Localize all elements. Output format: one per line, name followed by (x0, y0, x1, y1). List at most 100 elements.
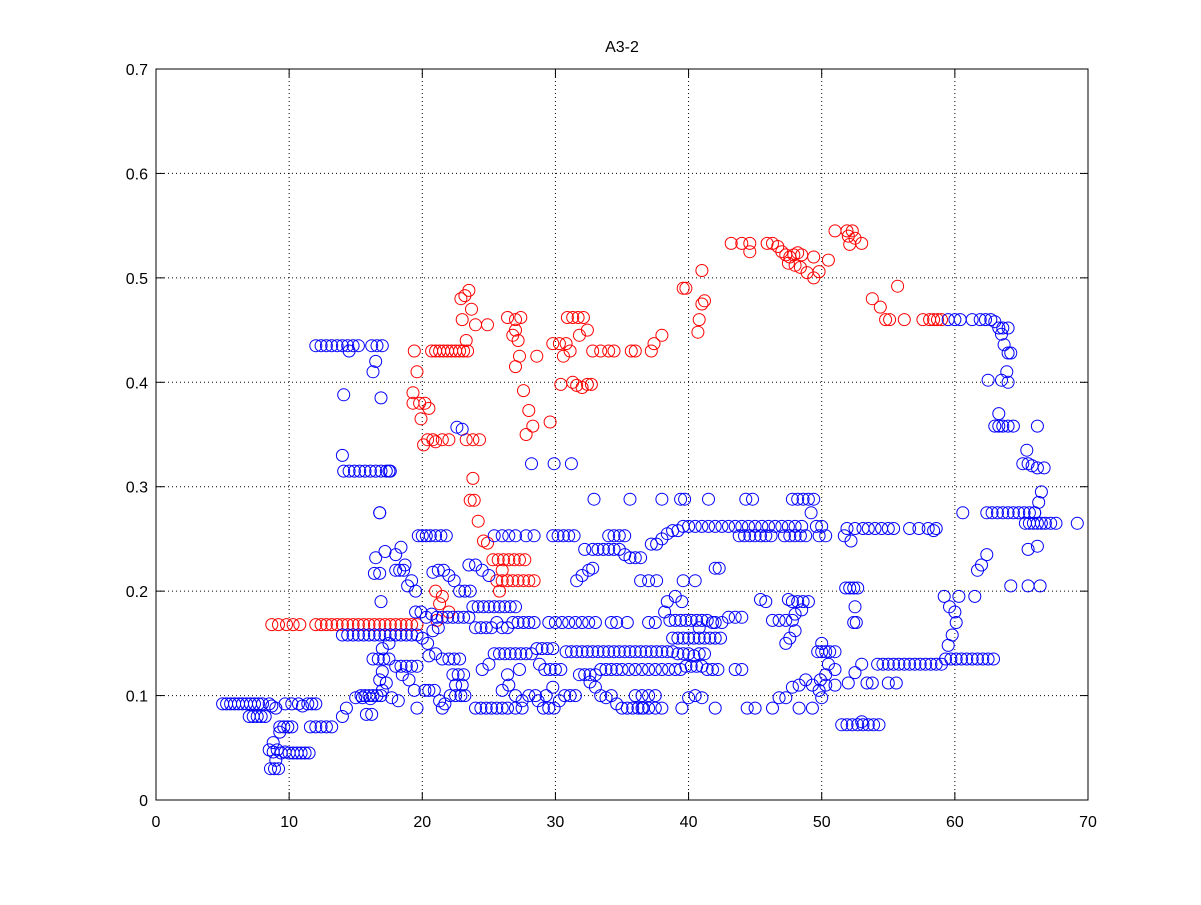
data-point (357, 618, 371, 632)
data-point (363, 464, 377, 478)
data-point (692, 631, 706, 645)
data-point (442, 652, 456, 666)
data-point (620, 701, 634, 715)
data-point (788, 529, 802, 543)
data-point (415, 529, 429, 543)
data-point (382, 464, 396, 478)
data-point (501, 574, 514, 588)
data-point (647, 337, 661, 351)
data-point (449, 689, 463, 703)
data-point (442, 433, 456, 447)
data-point (945, 628, 959, 642)
data-point (772, 691, 786, 705)
data-point (687, 649, 701, 663)
data-point (868, 522, 882, 535)
data-point (1070, 516, 1084, 530)
data-point (792, 701, 806, 715)
data-point (342, 464, 356, 478)
data-point (278, 697, 292, 711)
data-point (419, 529, 433, 543)
data-point (587, 492, 601, 506)
data-point (795, 519, 809, 533)
data-point (369, 551, 383, 565)
data-point (610, 616, 624, 629)
data-point (477, 600, 490, 614)
data-point (446, 668, 460, 682)
grid-lines (156, 69, 1088, 800)
data-point (801, 492, 815, 506)
data-point (903, 657, 917, 671)
data-point (409, 584, 423, 598)
data-point (871, 657, 885, 671)
data-point (503, 600, 517, 614)
data-point (469, 701, 482, 715)
data-point (296, 699, 309, 713)
data-point (493, 584, 506, 598)
data-point (447, 574, 461, 588)
data-point (330, 618, 344, 632)
data-point (551, 529, 565, 543)
data-point (268, 762, 281, 776)
data-point (373, 628, 387, 642)
data-point (607, 645, 621, 659)
data-point (1004, 346, 1018, 360)
data-point (635, 701, 649, 715)
data-point (571, 311, 585, 324)
data-point (582, 616, 596, 629)
data-point (466, 433, 480, 447)
data-point (596, 645, 610, 659)
data-point (584, 377, 598, 391)
axes-box (155, 68, 1089, 801)
data-point (314, 339, 328, 353)
data-point (394, 628, 408, 642)
data-point (552, 337, 566, 351)
data-point (799, 673, 813, 687)
data-point (325, 618, 339, 632)
data-point (435, 701, 449, 715)
data-point (855, 715, 869, 729)
data-point (379, 676, 393, 690)
data-point (779, 636, 793, 650)
data-point (851, 718, 865, 732)
data-point (755, 519, 769, 533)
data-point (286, 618, 300, 632)
data-point (929, 522, 943, 535)
data-point (335, 628, 349, 642)
data-point (363, 692, 377, 706)
data-point (588, 616, 602, 629)
data-point (405, 659, 419, 673)
data-point (393, 563, 407, 577)
data-point (305, 697, 319, 711)
data-point (602, 645, 616, 659)
data-point (715, 616, 729, 629)
data-point (552, 694, 566, 708)
data-point (543, 663, 557, 676)
data-point (807, 250, 821, 264)
data-point (319, 339, 333, 353)
data-point (931, 313, 944, 327)
data-point (570, 378, 584, 392)
data-point (965, 652, 979, 666)
data-point (373, 618, 387, 632)
data-point (674, 492, 688, 506)
data-point (650, 537, 664, 551)
data-point (355, 691, 369, 705)
data-point (785, 595, 799, 609)
data-point (394, 618, 408, 632)
data-point (996, 506, 1010, 520)
data-point (362, 628, 376, 642)
data-point (567, 529, 581, 543)
data-point (791, 595, 805, 609)
data-point (742, 519, 755, 533)
data-point (525, 647, 538, 661)
data-point (583, 668, 597, 682)
x-tick-label: 30 (547, 814, 565, 831)
data-point (781, 256, 795, 270)
data-point (612, 645, 626, 659)
data-point (708, 701, 722, 715)
data-point (346, 628, 360, 642)
data-point (612, 542, 626, 556)
data-point (881, 676, 895, 690)
data-point (887, 522, 901, 535)
data-point (799, 529, 813, 543)
